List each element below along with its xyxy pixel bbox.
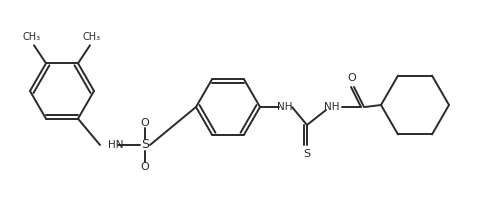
Text: S: S <box>141 138 149 152</box>
Text: S: S <box>304 149 310 159</box>
Text: CH₃: CH₃ <box>23 32 41 42</box>
Text: NH: NH <box>324 102 340 112</box>
Text: NH: NH <box>277 102 293 112</box>
Text: CH₃: CH₃ <box>83 32 101 42</box>
Text: O: O <box>141 162 149 172</box>
Text: HN: HN <box>108 140 123 150</box>
Text: O: O <box>348 73 356 83</box>
Text: O: O <box>141 118 149 128</box>
